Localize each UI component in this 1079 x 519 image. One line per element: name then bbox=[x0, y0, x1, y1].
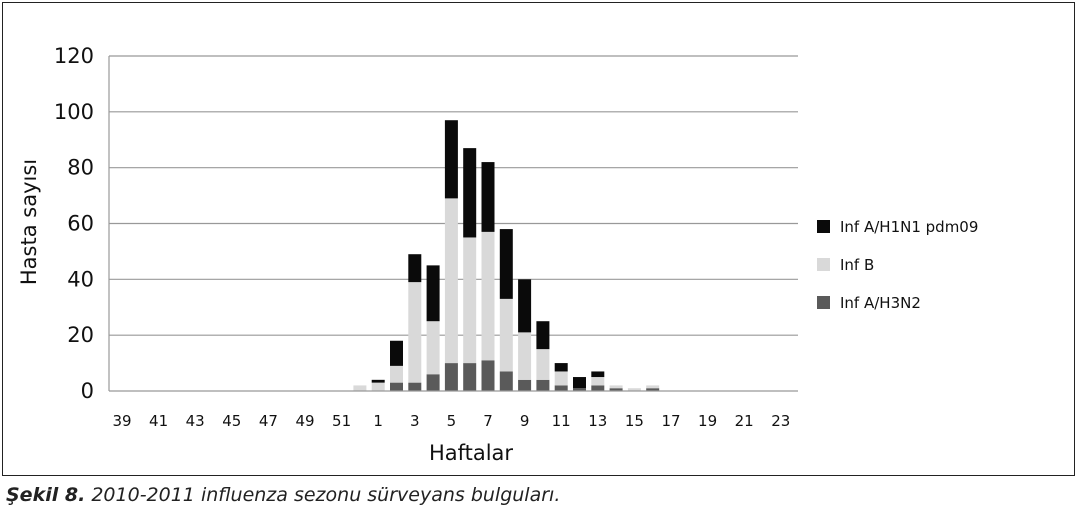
bar-segment bbox=[426, 321, 440, 375]
y-tick-label: 80 bbox=[67, 156, 94, 180]
bar-segment bbox=[463, 363, 477, 391]
bar-segment bbox=[390, 340, 403, 366]
x-tick-label: 39 bbox=[112, 412, 131, 430]
bar-segment bbox=[591, 371, 605, 378]
bar-segment bbox=[573, 388, 586, 391]
y-tick-label: 120 bbox=[54, 44, 94, 68]
x-axis-ticks: 39 41 43 45 47 49 51 1 3 5 7 9 11 13 15 17 19 21 23 bbox=[112, 412, 790, 430]
legend-label: Inf B bbox=[840, 256, 874, 274]
bar-segment bbox=[499, 229, 513, 299]
y-axis-ticks: 0 20 40 60 80 100 120 bbox=[54, 44, 94, 403]
bar-segment bbox=[390, 382, 403, 391]
x-tick-label: 21 bbox=[735, 412, 754, 430]
y-axis-title: Hasta sayısı bbox=[17, 159, 41, 285]
bar-segment bbox=[554, 363, 568, 372]
y-tick-label: 100 bbox=[54, 100, 94, 124]
bar-segment bbox=[408, 382, 422, 391]
bar-segment bbox=[646, 388, 660, 391]
x-tick-label: 17 bbox=[661, 412, 680, 430]
bar-segment bbox=[463, 148, 477, 238]
x-tick-label: 3 bbox=[410, 412, 420, 430]
x-tick-label: 23 bbox=[771, 412, 790, 430]
bar-segment bbox=[499, 371, 513, 391]
bar-segment bbox=[353, 385, 367, 391]
bar-segment bbox=[554, 371, 568, 386]
bar-segment bbox=[554, 385, 568, 391]
x-tick-label: 19 bbox=[698, 412, 717, 430]
gridlines bbox=[109, 55, 798, 336]
bar-segment bbox=[627, 388, 641, 391]
bar-segment bbox=[408, 282, 422, 383]
x-tick-label: 49 bbox=[295, 412, 314, 430]
bar-segment bbox=[518, 279, 532, 333]
bar-segment bbox=[481, 162, 495, 232]
figure-frame bbox=[2, 2, 1075, 476]
caption-text: 2010-2011 influenza sezonu sürveyans bul… bbox=[85, 484, 561, 506]
x-tick-label: 1 bbox=[373, 412, 383, 430]
bar-segment bbox=[591, 385, 605, 391]
bar-segment bbox=[536, 379, 550, 391]
y-tick-label: 0 bbox=[81, 379, 94, 403]
bar-segment bbox=[499, 298, 513, 372]
bar-segment bbox=[371, 382, 385, 391]
bar-segment bbox=[646, 385, 660, 389]
bar-segment bbox=[444, 363, 458, 391]
x-tick-label: 47 bbox=[259, 412, 278, 430]
x-tick-label: 11 bbox=[552, 412, 571, 430]
y-tick-label: 40 bbox=[67, 267, 94, 291]
x-tick-label: 15 bbox=[625, 412, 644, 430]
x-tick-label: 41 bbox=[149, 412, 168, 430]
bar-segment bbox=[518, 379, 532, 391]
x-tick-label: 43 bbox=[186, 412, 205, 430]
y-tick-label: 60 bbox=[67, 212, 94, 236]
bars bbox=[353, 120, 660, 391]
x-tick-label: 13 bbox=[588, 412, 607, 430]
x-tick-label: 45 bbox=[222, 412, 241, 430]
bar-segment bbox=[444, 120, 458, 199]
bar-segment bbox=[591, 377, 605, 386]
legend-swatch bbox=[817, 258, 830, 271]
figure-caption: Şekil 8. 2010-2011 influenza sezonu sürv… bbox=[6, 484, 560, 506]
x-axis-title: Haftalar bbox=[429, 441, 513, 465]
bar-segment bbox=[573, 377, 586, 389]
bar-segment bbox=[481, 231, 495, 361]
bar-segment bbox=[390, 365, 403, 383]
bar-segment bbox=[609, 388, 623, 391]
legend: Inf A/H1N1 pdm09 Inf B Inf A/H3N2 bbox=[817, 218, 978, 312]
x-tick-label: 7 bbox=[483, 412, 493, 430]
x-tick-label: 51 bbox=[332, 412, 351, 430]
bar-segment bbox=[518, 332, 532, 380]
bar-segment bbox=[463, 237, 477, 364]
bar-segment bbox=[426, 374, 440, 391]
legend-swatch bbox=[817, 296, 830, 309]
legend-swatch bbox=[817, 220, 830, 233]
bar-segment bbox=[609, 385, 623, 389]
bar-segment bbox=[371, 379, 385, 383]
x-tick-label: 5 bbox=[447, 412, 457, 430]
caption-label: Şekil 8. bbox=[6, 484, 86, 506]
y-tick-label: 20 bbox=[67, 323, 94, 347]
bar-segment bbox=[444, 198, 458, 364]
bar-segment bbox=[408, 254, 422, 283]
bar-segment bbox=[536, 349, 550, 380]
bar-segment bbox=[481, 360, 495, 391]
legend-label: Inf A/H1N1 pdm09 bbox=[840, 218, 978, 236]
legend-label: Inf A/H3N2 bbox=[840, 294, 921, 312]
x-tick-label: 9 bbox=[520, 412, 530, 430]
bar-segment bbox=[426, 265, 440, 322]
bar-segment bbox=[536, 321, 550, 350]
